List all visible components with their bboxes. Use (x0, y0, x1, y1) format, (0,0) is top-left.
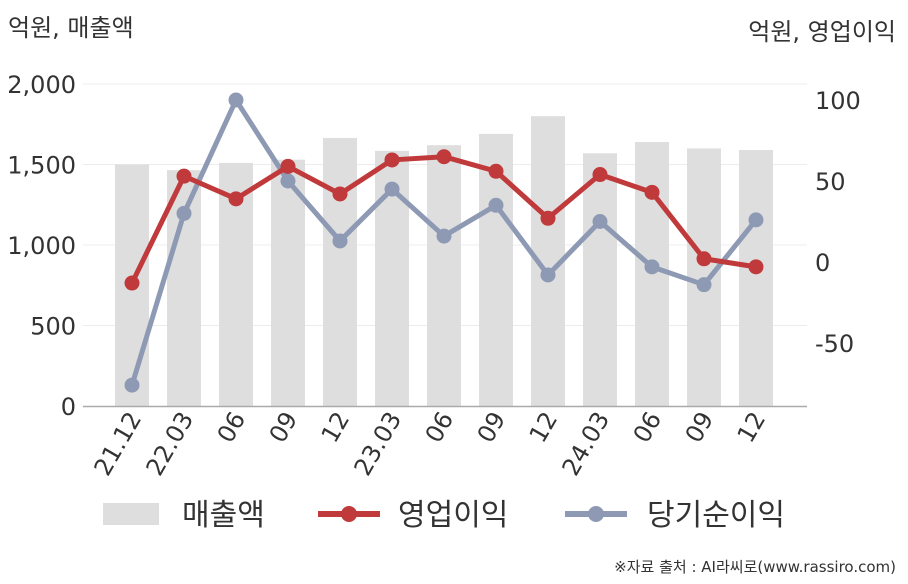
x-axis-tick-label: 24.03 (557, 407, 616, 481)
operating-profit-point (124, 275, 140, 291)
x-axis-tick-label: 09 (472, 407, 512, 447)
operating-profit-point (696, 251, 712, 267)
net-income-point (644, 259, 660, 275)
net-income-point (592, 214, 608, 229)
revenue-bar (427, 145, 461, 406)
revenue-bar (583, 153, 617, 406)
x-axis-tick-label: 12 (524, 407, 564, 447)
left-axis-tick-label: 1,000 (7, 232, 76, 260)
operating-profit-point (592, 167, 608, 183)
left-axis-tick-label: 1,500 (7, 152, 76, 180)
revenue-bar (739, 150, 773, 406)
operating-profit-point (228, 191, 244, 207)
right-axis-tick-label: -50 (815, 330, 854, 358)
net-income-point (332, 233, 348, 249)
left-axis-unit-label: 억원, 매출액 (8, 14, 134, 42)
operating-profit-point (436, 149, 452, 165)
left-axis-tick-label: 500 (30, 313, 76, 341)
x-axis-tick-label: 12 (316, 407, 356, 447)
net-income-point (540, 267, 556, 283)
left-axis-tick-label: 0 (61, 393, 76, 421)
right-axis-tick-label: 0 (815, 249, 830, 277)
x-axis-tick-label: 09 (264, 407, 304, 447)
operating-profit-point (540, 210, 556, 226)
legend-marker-operating-profit (341, 506, 357, 522)
net-income-point (748, 212, 764, 228)
operating-profit-point (488, 163, 504, 179)
revenue-bar (323, 137, 357, 406)
x-axis-tick-label: 12 (732, 407, 772, 447)
x-axis-tick-label: 22.03 (141, 407, 200, 481)
net-income-point (488, 197, 504, 213)
operating-profit-point (332, 186, 348, 202)
net-income-point (124, 377, 140, 393)
legend-marker-net-income (588, 506, 604, 522)
x-axis-tick-label: 21.12 (89, 407, 148, 481)
net-income-point (436, 228, 452, 244)
right-axis-tick-label: 100 (815, 87, 861, 115)
x-axis-tick-label: 09 (680, 407, 720, 447)
net-income-point (228, 92, 244, 108)
right-axis-tick-label: 50 (815, 168, 846, 196)
x-axis-tick-label: 23.03 (349, 407, 408, 481)
operating-profit-point (280, 158, 296, 174)
operating-profit-point (176, 168, 192, 184)
legend-label-operating-profit: 영업이익 (398, 498, 508, 533)
x-axis-tick-label: 06 (628, 407, 668, 447)
right-axis-unit-label: 억원, 영업이익 (748, 18, 896, 46)
net-income-point (384, 181, 400, 197)
legend: 매출액 영업이익 당기순이익 (103, 498, 785, 533)
operating-profit-point (384, 152, 400, 168)
legend-label-revenue: 매출액 (182, 498, 265, 533)
profit-lines (124, 92, 764, 393)
operating-profit-point (644, 184, 660, 200)
left-axis-tick-label: 2,000 (7, 71, 76, 99)
source-note: ※자료 출처 : AI라씨로(www.rassiro.com) (614, 558, 896, 576)
net-income-point (696, 277, 712, 293)
legend-swatch-revenue (103, 503, 159, 525)
net-income-point (176, 205, 192, 221)
x-axis-tick-label: 06 (212, 407, 252, 447)
legend-label-net-income: 당기순이익 (647, 498, 785, 533)
net-income-point (280, 173, 296, 189)
revenue-bar (271, 159, 305, 406)
operating-profit-point (748, 259, 764, 275)
x-axis-tick-label: 06 (420, 407, 460, 447)
